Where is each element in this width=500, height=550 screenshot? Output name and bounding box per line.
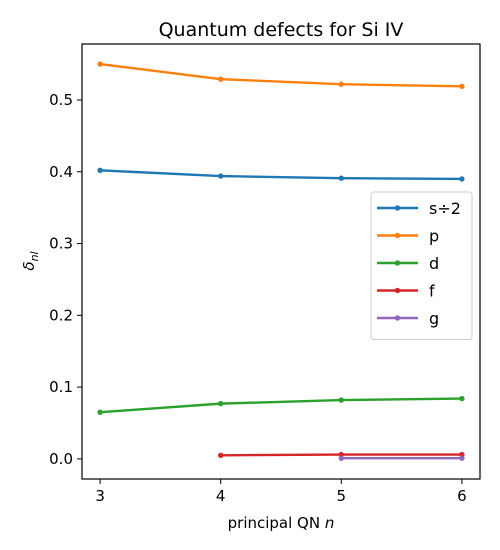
data-point [338,81,345,87]
x-tick-label: 5 [337,487,347,505]
legend-item: d [377,254,439,273]
series-5 [338,455,465,461]
legend-label: d [429,254,439,273]
x-tick-label: 3 [95,487,105,505]
x-tick-label: 4 [216,487,226,505]
data-point [97,167,103,174]
x-axis-label-variable: n [325,514,335,532]
data-point [217,452,224,459]
x-tick-label: 6 [457,487,467,505]
data-point [217,400,224,407]
y-axis-label-subscript: nl [28,251,41,261]
legend-item: s÷2 [377,199,461,218]
y-tick-label: 0.2 [49,306,73,324]
y-axis-label: δnl [20,251,41,270]
legend-swatch-marker [394,287,401,294]
legend-item: g [377,309,439,328]
data-point [459,83,465,90]
data-point [97,409,103,415]
y-tick-label: 0.0 [49,450,73,468]
legend-item: f [377,282,435,301]
series-line [98,62,464,88]
plot-frame [81,43,481,480]
legend-label: s÷2 [429,199,461,218]
data-point [459,455,465,461]
y-axis-label-symbol: δ [20,261,38,270]
y-tick-label: 0.3 [49,235,73,253]
legend-label: g [429,309,439,328]
y-tick-label: 0.4 [49,163,73,181]
series-line [98,169,464,181]
legend-label: p [429,227,439,246]
chart-title: Quantum defects for Si IV [159,19,404,41]
legend-box [370,191,473,340]
series-3 [97,395,465,415]
data-point [338,455,345,461]
y-tick-label: 0.1 [49,378,73,396]
series-layer [97,61,465,461]
series-1 [97,167,465,182]
legend-item: p [377,227,439,246]
data-point [217,173,224,179]
legend-label: f [429,282,435,301]
data-point [459,176,465,182]
y-axis: 0.0 0.1 0.2 0.3 0.4 0.5 [49,91,82,468]
legend-swatch-marker [394,205,401,211]
data-point [97,61,103,67]
x-axis-label-text: principal QN [228,514,325,532]
y-tick-label: 0.5 [49,91,73,109]
data-point [459,395,465,402]
x-axis-label: principal QN n [228,514,335,532]
x-axis: 3 4 5 6 [95,479,467,505]
legend-swatch-marker [394,260,401,266]
data-point [338,397,345,403]
data-point [338,175,345,181]
series-2 [97,61,465,90]
series-line [98,397,464,414]
data-point [217,76,224,82]
legend-swatch-marker [394,315,401,321]
legend-swatch-marker [394,232,401,239]
